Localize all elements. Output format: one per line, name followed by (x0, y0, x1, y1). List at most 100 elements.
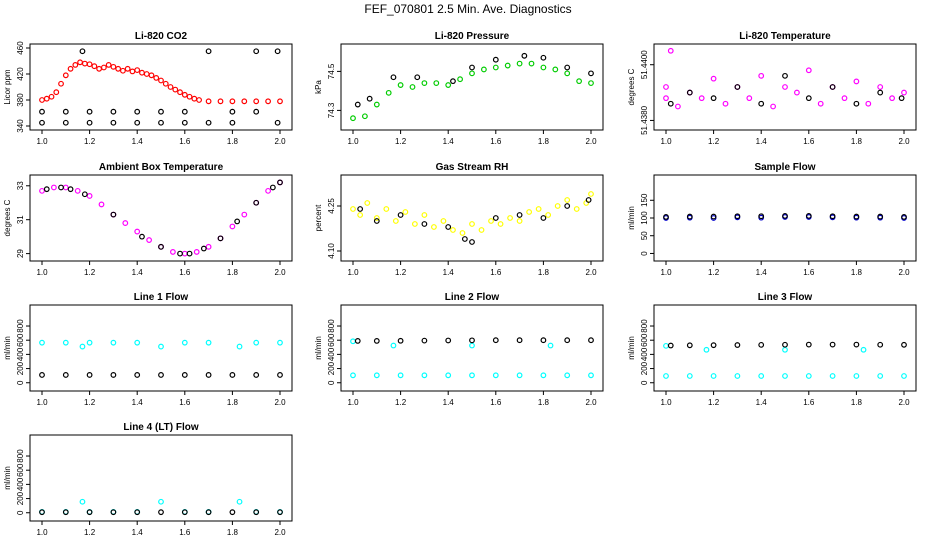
data-point (193, 249, 200, 255)
data-point (663, 84, 669, 90)
x-tick-label: 2.0 (898, 137, 910, 146)
data-point (86, 372, 93, 378)
data-point (829, 213, 836, 220)
data-point (110, 119, 117, 126)
y-tick-label: 200 (16, 361, 25, 375)
series-black (663, 212, 907, 220)
y-axis-label: ml/min (627, 206, 636, 230)
data-point (585, 197, 592, 203)
data-point (53, 89, 60, 96)
data-point (698, 95, 705, 102)
panel-title: Sample Flow (754, 162, 815, 173)
x-tick-label: 1.0 (660, 268, 672, 277)
data-point (667, 100, 674, 107)
data-point (234, 218, 241, 225)
data-point (469, 70, 475, 77)
x-tick-label: 1.8 (851, 398, 863, 407)
panel-title: Li-820 Temperature (739, 31, 831, 42)
data-point (110, 211, 117, 218)
data-point (158, 372, 164, 378)
data-point (134, 372, 141, 378)
x-tick-label: 1.8 (538, 398, 550, 407)
data-point (277, 179, 283, 186)
data-point (829, 373, 836, 379)
data-point (564, 203, 571, 209)
data-point (675, 103, 681, 110)
x-tick-label: 1.2 (395, 398, 407, 407)
y-tick-label: 600 (327, 333, 336, 347)
data-point (134, 108, 141, 115)
data-point (241, 211, 248, 218)
data-point (229, 509, 236, 516)
panel: Line 2 Flow ml/min 1.0 1.2 1.4 1.6 1.8 2.0 0 2004… (314, 292, 604, 407)
data-point (86, 339, 93, 346)
data-point (162, 80, 169, 87)
x-tick-label: 1.6 (179, 528, 191, 537)
data-point (564, 337, 571, 344)
data-point (366, 95, 373, 102)
data-point (469, 239, 475, 245)
x-tick-label: 1.8 (538, 268, 550, 277)
data-point (373, 218, 380, 224)
data-point (373, 215, 380, 221)
data-point (492, 372, 499, 379)
data-point (507, 215, 513, 221)
x-tick-label: 1.4 (756, 137, 768, 146)
data-point (547, 342, 554, 349)
series-black (39, 48, 281, 126)
data-point (167, 84, 174, 90)
y-axis-label: ml/min (627, 336, 636, 360)
data-point (516, 212, 523, 218)
data-point (253, 199, 260, 206)
data-point (120, 67, 126, 74)
data-point (241, 98, 248, 105)
data-point (492, 56, 499, 63)
data-point (901, 214, 907, 220)
data-point (148, 72, 155, 79)
data-point (62, 509, 69, 516)
data-point (146, 237, 153, 243)
data-point (853, 373, 860, 379)
x-tick-label: 1.8 (851, 137, 863, 146)
data-point (469, 64, 475, 71)
y-tick-label: 150 (640, 193, 649, 207)
data-point (758, 72, 765, 79)
x-tick-label: 2.0 (274, 268, 286, 277)
x-tick-label: 1.0 (36, 398, 48, 407)
data-point (200, 245, 207, 252)
series-blue (663, 214, 907, 221)
y-tick-label: 200 (640, 361, 649, 375)
y-tick-label: 0 (640, 251, 649, 256)
data-point (158, 343, 164, 350)
y-axis-label: degrees C (3, 199, 12, 236)
data-point (181, 509, 188, 516)
data-point (96, 65, 103, 72)
x-tick-label: 1.2 (708, 268, 720, 277)
data-point (445, 82, 452, 88)
data-point (841, 95, 848, 102)
y-tick-label: 100 (640, 211, 649, 225)
data-point (181, 108, 188, 115)
data-point (100, 64, 107, 71)
data-point (86, 119, 93, 126)
data-point (488, 218, 494, 224)
data-point (901, 341, 907, 348)
x-tick-label: 2.0 (274, 528, 286, 537)
x-tick-label: 1.8 (851, 268, 863, 277)
data-point (43, 186, 50, 193)
data-point (782, 341, 788, 348)
data-point (158, 108, 164, 115)
data-point (710, 95, 717, 102)
data-point (588, 337, 594, 344)
data-point (457, 76, 464, 83)
y-axis-label: ml/min (3, 336, 12, 360)
x-tick-label: 1.2 (84, 398, 96, 407)
data-point (421, 372, 428, 379)
data-point (354, 338, 361, 344)
x-tick-label: 2.0 (898, 268, 910, 277)
data-point (77, 59, 83, 66)
y-tick-label: 29 (16, 249, 25, 258)
data-point (805, 95, 812, 102)
panel-title: Line 2 Flow (445, 292, 500, 303)
data-point (521, 52, 528, 59)
